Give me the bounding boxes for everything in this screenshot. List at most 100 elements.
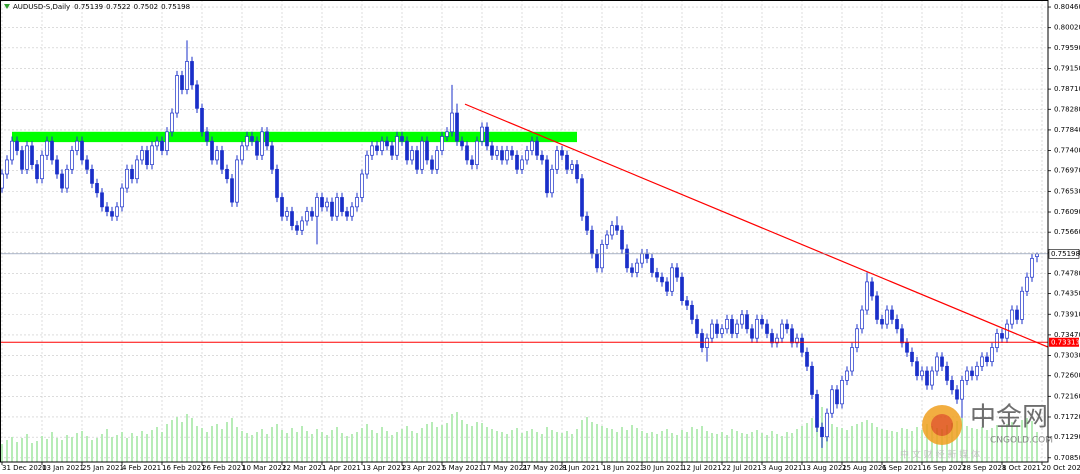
candle-body	[950, 380, 954, 391]
logo-inner	[931, 414, 953, 436]
volume-bar	[316, 429, 318, 462]
candle-body	[795, 337, 799, 344]
volume-bar	[896, 432, 898, 462]
candle-body	[975, 365, 979, 377]
volume-bar	[996, 425, 998, 462]
title-symbol: AUDUSD-S,Daily	[13, 3, 70, 11]
volume-bar	[746, 434, 748, 462]
candle-body	[150, 145, 154, 165]
candle-body	[620, 229, 624, 250]
x-tick-label: 22 Jul 2021	[722, 464, 762, 472]
candle-body	[275, 168, 279, 198]
candle-body	[140, 150, 144, 161]
x-tick-label: 20 Oct 2021	[1042, 464, 1080, 472]
candle-body	[555, 150, 559, 170]
volume-bar	[606, 428, 608, 462]
candle-body	[965, 370, 969, 381]
volume-bar	[931, 426, 933, 462]
candle-body	[115, 206, 119, 217]
volume-bar	[951, 423, 953, 462]
candle-body	[955, 389, 959, 400]
volume-bar	[26, 434, 28, 462]
volume-bar	[836, 427, 838, 462]
candle-body	[885, 309, 889, 325]
volume-bar	[286, 433, 288, 462]
volume-bar	[371, 430, 373, 462]
candle-body	[125, 168, 129, 189]
candle-body	[135, 159, 139, 180]
candle-body	[10, 140, 14, 161]
volume-bar	[491, 429, 493, 462]
volume-bar	[421, 428, 423, 462]
volume-bar	[381, 427, 383, 462]
candle-body	[690, 304, 694, 320]
plot-border	[0, 0, 1049, 463]
candle-body	[575, 164, 579, 180]
volume-bar	[671, 433, 673, 462]
candle-body	[855, 328, 859, 348]
candle-body	[30, 145, 34, 165]
candle-body	[1005, 323, 1009, 339]
candle-body	[45, 140, 49, 156]
candle-body	[25, 145, 29, 170]
volume-bar	[326, 435, 328, 462]
volume-bar	[271, 427, 273, 462]
candle-body	[685, 300, 689, 306]
candle-body	[970, 370, 974, 377]
candle-body	[810, 365, 814, 395]
x-tick-label: 3 Aug 2021	[762, 464, 802, 472]
volume-bar	[241, 431, 243, 462]
candle-body	[250, 136, 254, 142]
candle-body	[340, 197, 344, 212]
volume-bar	[126, 438, 128, 462]
candle-body	[750, 328, 754, 339]
volume-bar	[191, 418, 193, 462]
volume-bar	[296, 432, 298, 462]
candle-body	[130, 168, 134, 180]
candle-body	[1020, 290, 1024, 320]
candle-body	[705, 337, 709, 348]
volume-bar	[481, 423, 483, 462]
candle-body	[95, 183, 99, 194]
volume-bar	[176, 417, 178, 462]
candle-body	[615, 225, 619, 231]
candle-body	[760, 319, 764, 325]
resistance-zone	[12, 131, 577, 143]
volume-bar	[416, 433, 418, 462]
level-label: 0.73313	[1051, 338, 1080, 346]
volume-bar	[1031, 421, 1033, 462]
candle-body	[1030, 258, 1034, 278]
candle-body	[945, 365, 949, 381]
candle-body	[110, 211, 114, 217]
volume-bar	[451, 414, 453, 462]
candle-body	[465, 145, 469, 161]
volume-bar	[711, 433, 713, 462]
candle-body	[420, 140, 424, 170]
volume-bar	[786, 432, 788, 462]
volume-bar	[96, 438, 98, 462]
volume-bar	[471, 426, 473, 462]
candle-body	[880, 319, 884, 325]
volume-bar	[571, 434, 573, 462]
candle-body	[525, 150, 529, 161]
candle-body	[835, 389, 839, 405]
candle-body	[305, 211, 309, 222]
volume-bar	[181, 422, 183, 462]
volume-bar	[306, 431, 308, 462]
candle-body	[415, 150, 419, 170]
volume-bar	[976, 429, 978, 462]
volume-bar	[401, 429, 403, 462]
volume-bar	[391, 435, 393, 462]
candle-body	[830, 389, 834, 414]
volume-bar	[276, 424, 278, 462]
candle-body	[260, 131, 264, 156]
candle-body	[265, 131, 269, 147]
candle-body	[75, 140, 79, 151]
